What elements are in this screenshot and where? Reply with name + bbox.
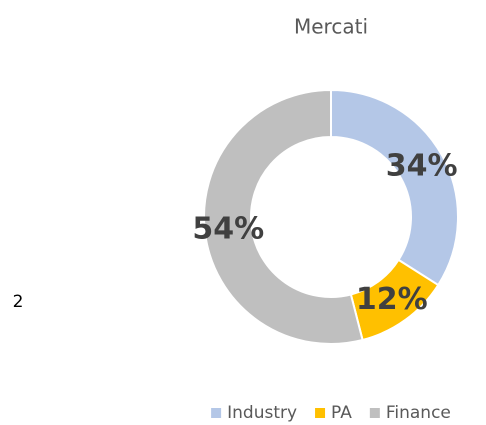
slice: [330, 88, 459, 287]
legend-label: PA: [331, 403, 352, 423]
legend-swatch: [211, 408, 222, 418]
legend-label: Finance: [386, 403, 451, 423]
slice: [203, 88, 364, 345]
legend-swatch: [315, 408, 326, 418]
data-label: 12%: [356, 282, 428, 317]
legend-swatch: [369, 408, 380, 418]
page-marker: 2: [13, 292, 24, 312]
data-label: 54%: [192, 211, 264, 246]
data-label: 34%: [386, 149, 458, 184]
legend-label: Industry: [227, 403, 297, 423]
chart-title: Mercati: [294, 15, 368, 39]
